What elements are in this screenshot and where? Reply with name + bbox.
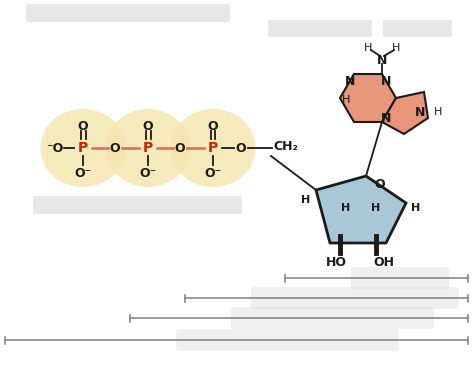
Text: H: H [371,203,381,213]
Text: H: H [341,203,351,213]
Ellipse shape [106,109,191,187]
Text: O: O [236,142,246,154]
FancyBboxPatch shape [351,267,449,289]
Text: CH₂: CH₂ [273,139,298,152]
Text: O: O [109,142,120,154]
FancyBboxPatch shape [33,196,242,214]
Text: N: N [381,75,391,87]
Text: N: N [345,75,355,87]
FancyBboxPatch shape [176,329,399,351]
Text: N: N [377,54,387,67]
Text: H: H [301,195,310,205]
Ellipse shape [40,109,126,187]
Polygon shape [340,74,396,122]
Text: P: P [78,141,88,155]
Text: H: H [342,95,350,105]
Text: O: O [78,119,88,132]
Text: O: O [175,142,185,154]
FancyBboxPatch shape [268,20,372,37]
Text: O: O [143,119,153,132]
Text: O⁻: O⁻ [74,166,91,179]
Text: P: P [208,141,218,155]
Text: O: O [208,119,219,132]
Text: N: N [415,105,425,119]
Text: H: H [364,43,372,53]
Text: O⁻: O⁻ [204,166,222,179]
Text: O: O [374,177,385,191]
Text: H: H [392,43,400,53]
FancyBboxPatch shape [383,20,452,37]
Text: H: H [434,107,442,117]
Text: H: H [411,203,420,213]
FancyBboxPatch shape [251,287,459,309]
Text: OH: OH [374,256,394,270]
Polygon shape [382,92,428,134]
FancyBboxPatch shape [26,4,230,22]
Text: ⁻O: ⁻O [46,142,64,154]
Text: N: N [381,112,391,124]
FancyBboxPatch shape [231,307,434,329]
Polygon shape [316,176,406,243]
Text: HO: HO [326,256,346,270]
Text: P: P [143,141,153,155]
Text: O⁻: O⁻ [139,166,156,179]
Ellipse shape [171,109,255,187]
